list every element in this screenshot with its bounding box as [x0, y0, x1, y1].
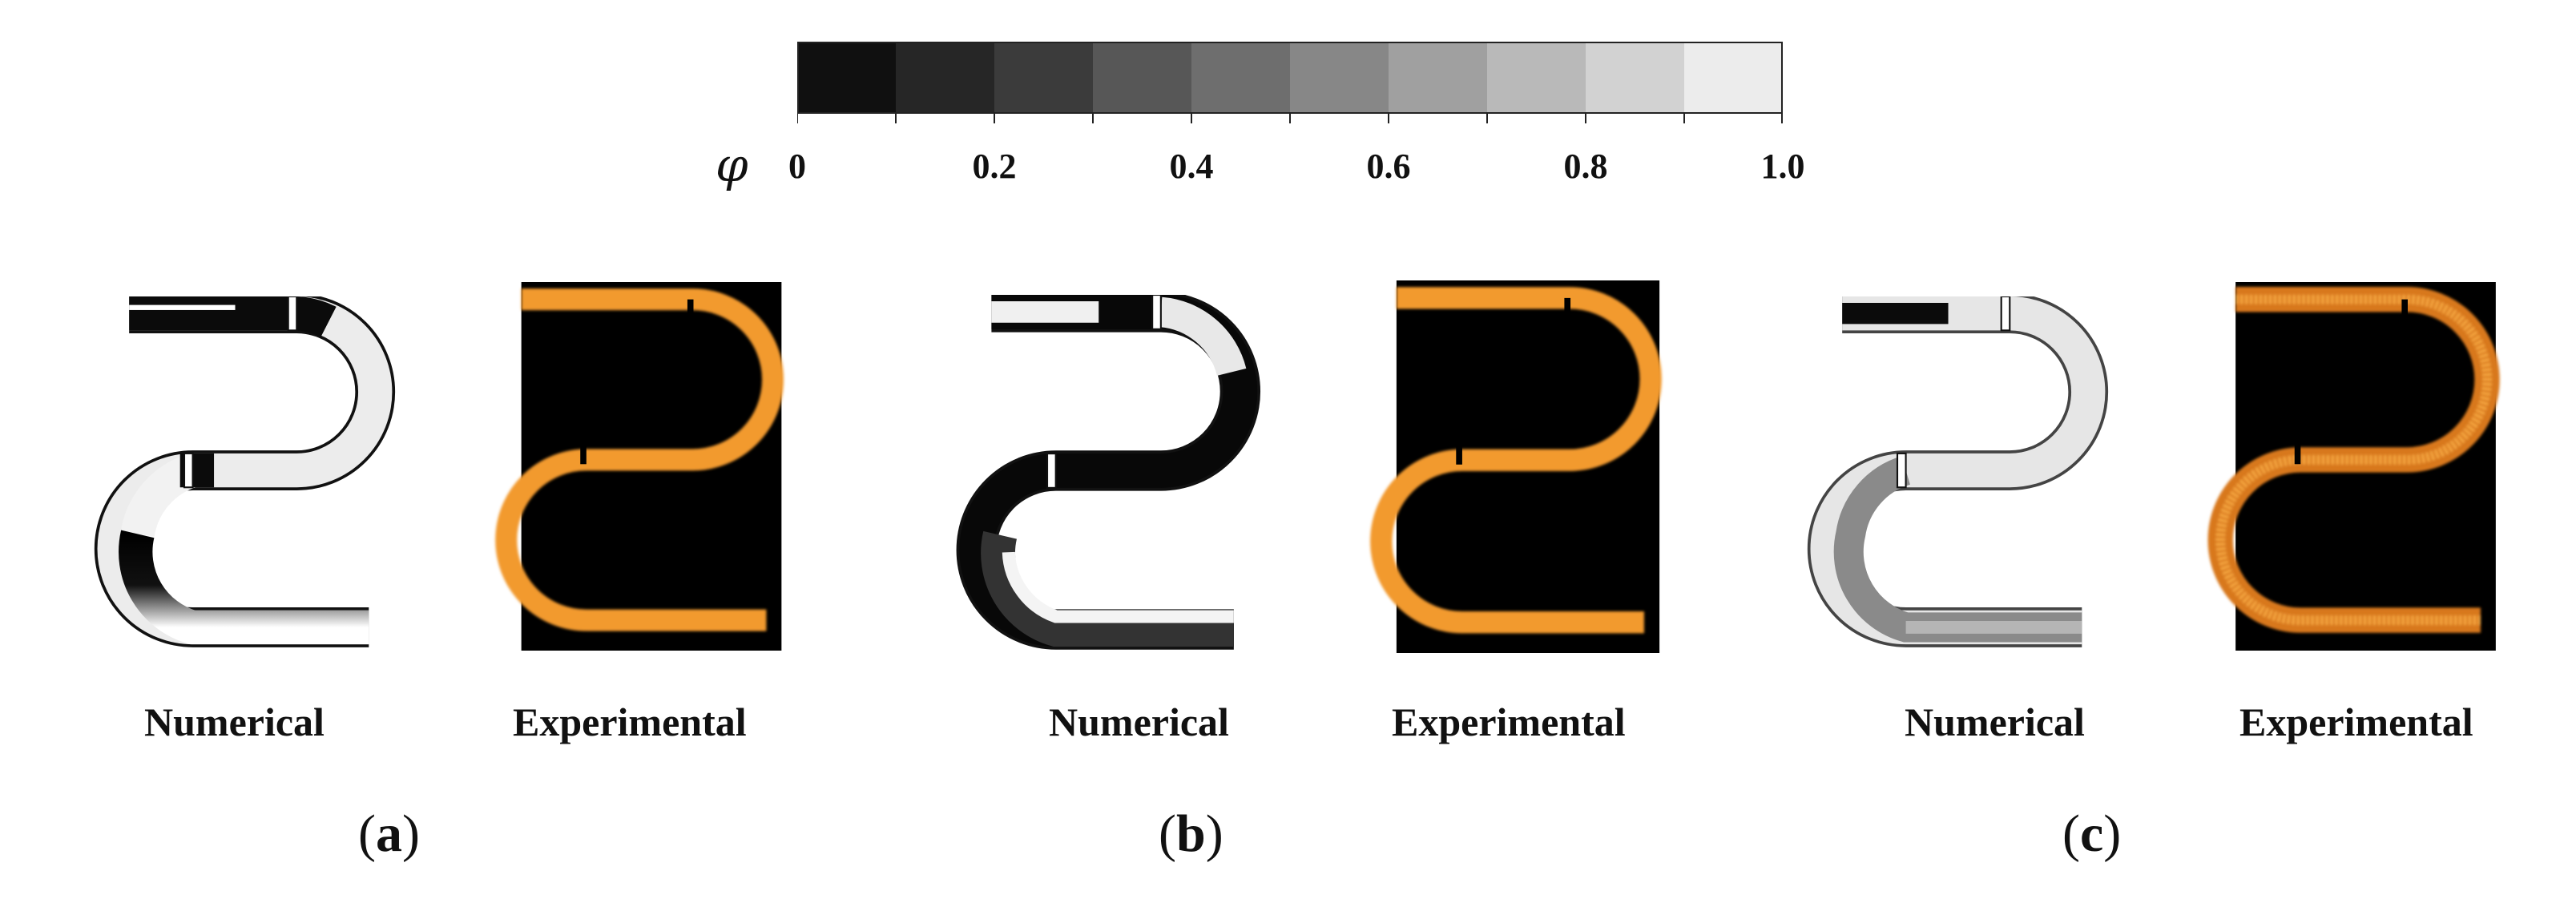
tick-label: 0.2: [972, 147, 1017, 186]
tick-label: 0.6: [1366, 147, 1411, 186]
tick-label: 1.0: [1760, 147, 1805, 186]
colorbar-band: [1487, 42, 1586, 114]
colorbar: [797, 42, 1783, 130]
colorbar-band: [1389, 42, 1488, 114]
panel-b-letter-text: b: [1175, 804, 1206, 863]
panel-b-letter: (b): [1159, 804, 1223, 863]
tick-label: 0: [788, 147, 806, 186]
panel-c-numerical: [1769, 296, 2170, 657]
panel-a-numerical: [48, 296, 465, 657]
panel-c-experimental-label: Experimental: [2239, 699, 2473, 744]
panel-a-numerical-label: Numerical: [144, 699, 325, 744]
panel-c-numerical-label: Numerical: [1905, 699, 2085, 744]
panel-b-experimental: [1335, 280, 1721, 653]
panel-c-letter-text: c: [2079, 804, 2104, 863]
panel-a-letter-text: a: [375, 804, 402, 863]
colorbar-band: [994, 42, 1094, 114]
colorbar-band: [1586, 42, 1685, 114]
panel-a-letter: (a): [358, 804, 420, 863]
colorbar-band: [1093, 42, 1192, 114]
colorbar-bands: [797, 42, 1783, 123]
colorbar-ticks: 0 0.2 0.4 0.6 0.8 1.0: [788, 146, 1805, 194]
colorbar-band: [1191, 42, 1291, 114]
panel-c-experimental: [2175, 282, 2556, 651]
panel-b-numerical-label: Numerical: [1049, 699, 1229, 744]
colorbar-band: [797, 42, 897, 114]
panel-c-letter: (c): [2062, 804, 2122, 863]
panel-b-numerical: [912, 295, 1328, 659]
tick-label: 0.4: [1169, 147, 1214, 186]
colorbar-band: [896, 42, 995, 114]
panel-b-experimental-label: Experimental: [1392, 699, 1626, 744]
panel-a-experimental-label: Experimental: [513, 699, 747, 744]
colorbar-symbol: φ: [716, 138, 748, 192]
tick-label: 0.8: [1563, 147, 1608, 186]
colorbar-band: [1684, 42, 1783, 114]
colorbar-band: [1290, 42, 1389, 114]
panel-a-experimental: [458, 282, 845, 651]
colorbar-frame: [797, 42, 1783, 114]
